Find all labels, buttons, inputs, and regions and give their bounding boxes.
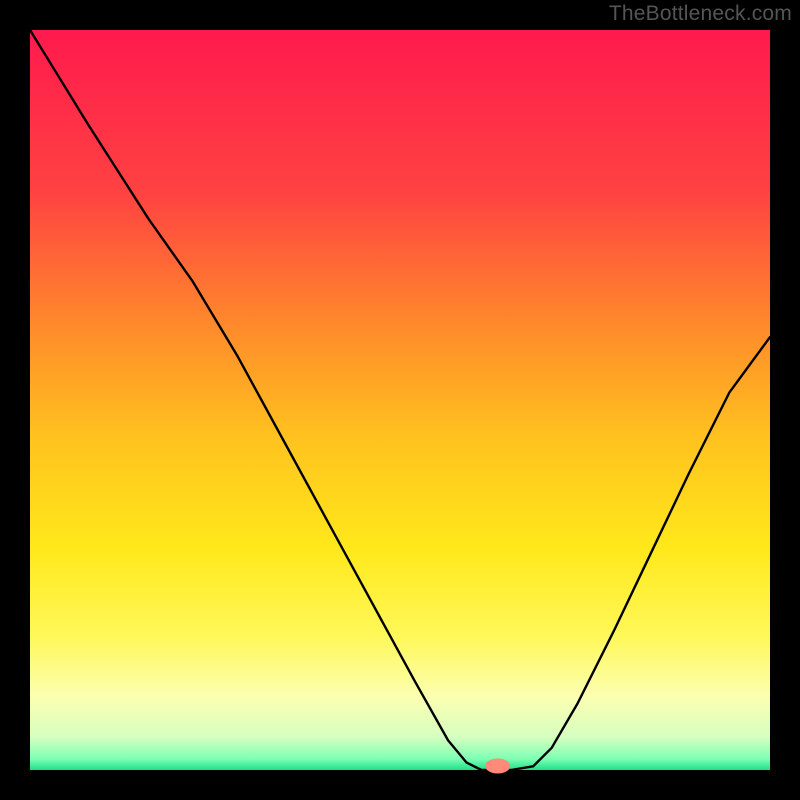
chart-container: TheBottleneck.com <box>0 0 800 800</box>
bottleneck-chart <box>0 0 800 800</box>
optimal-marker <box>486 759 510 773</box>
plot-background <box>30 30 770 770</box>
